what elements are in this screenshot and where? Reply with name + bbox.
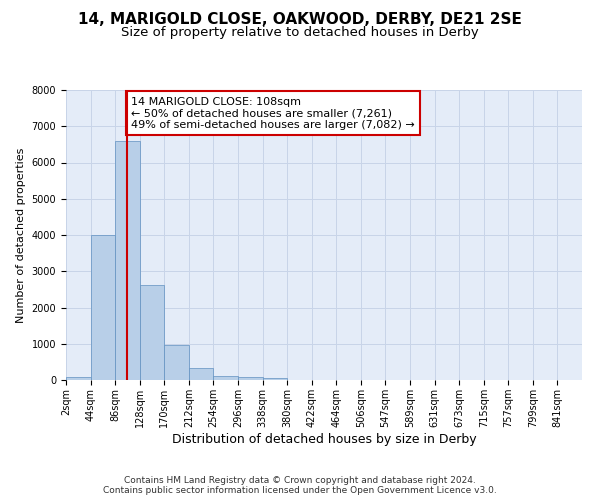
- Bar: [189, 368, 214, 380]
- Bar: [115, 142, 140, 380]
- Y-axis label: Number of detached properties: Number of detached properties: [16, 148, 26, 322]
- Text: 14, MARIGOLD CLOSE, OAKWOOD, DERBY, DE21 2SE: 14, MARIGOLD CLOSE, OAKWOOD, DERBY, DE21…: [78, 12, 522, 28]
- Bar: [140, 285, 164, 380]
- Bar: [238, 378, 263, 380]
- Bar: [214, 376, 238, 380]
- Bar: [91, 235, 115, 380]
- Text: Contains HM Land Registry data © Crown copyright and database right 2024.
Contai: Contains HM Land Registry data © Crown c…: [103, 476, 497, 495]
- Bar: [164, 345, 189, 380]
- Text: Size of property relative to detached houses in Derby: Size of property relative to detached ho…: [121, 26, 479, 39]
- X-axis label: Distribution of detached houses by size in Derby: Distribution of detached houses by size …: [172, 432, 476, 446]
- Text: 14 MARIGOLD CLOSE: 108sqm
← 50% of detached houses are smaller (7,261)
49% of se: 14 MARIGOLD CLOSE: 108sqm ← 50% of detac…: [131, 96, 415, 130]
- Bar: [66, 377, 91, 380]
- Bar: [263, 378, 287, 380]
